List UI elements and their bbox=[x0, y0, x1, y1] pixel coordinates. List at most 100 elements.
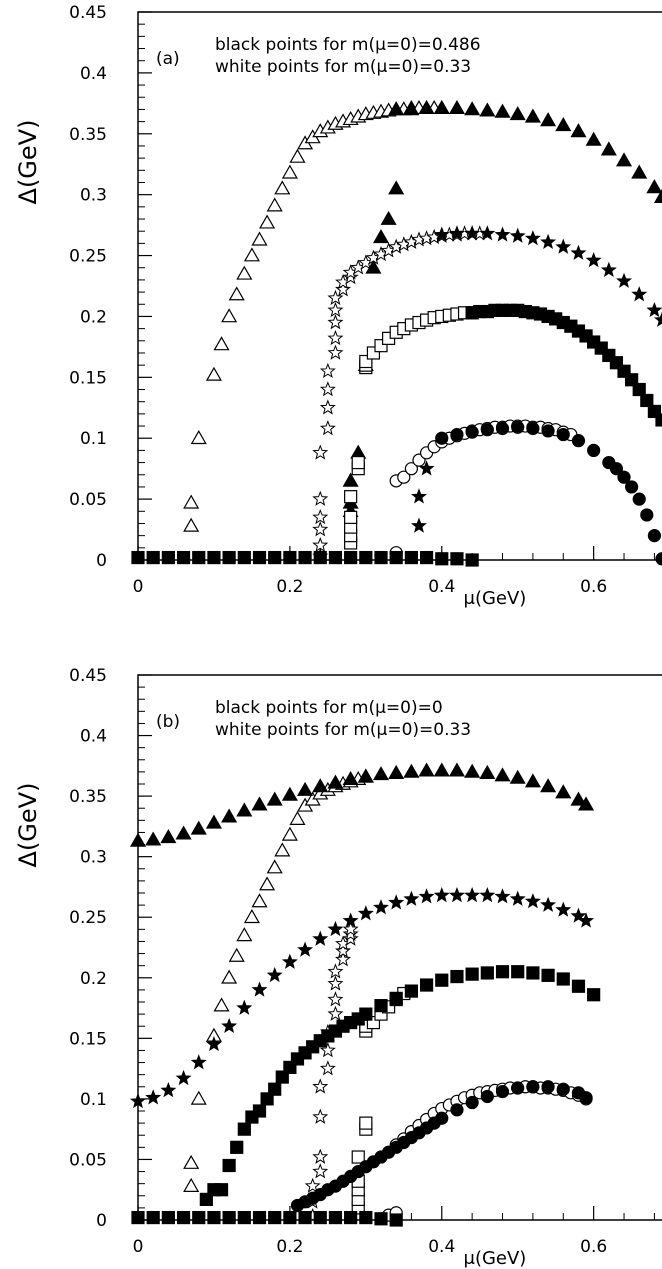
data-point-triangle bbox=[161, 830, 175, 842]
data-point-square bbox=[284, 552, 296, 564]
data-point-triangle bbox=[382, 212, 396, 224]
data-point-triangle bbox=[632, 166, 646, 178]
data-point-circle bbox=[626, 481, 638, 493]
data-point-triangle bbox=[253, 894, 267, 906]
data-point-triangle bbox=[389, 182, 403, 194]
y-tick-label: 0.2 bbox=[80, 307, 107, 327]
data-point-triangle bbox=[222, 971, 236, 983]
data-point-triangle bbox=[237, 267, 251, 279]
data-point-square bbox=[345, 1212, 357, 1224]
data-point-star bbox=[321, 421, 334, 434]
data-point-triangle bbox=[344, 474, 358, 486]
data-point-square bbox=[147, 552, 159, 564]
data-point-square bbox=[208, 552, 220, 564]
data-point-circle bbox=[557, 429, 569, 441]
data-point-triangle bbox=[496, 105, 510, 117]
data-point-star bbox=[633, 288, 646, 301]
data-point-triangle bbox=[275, 182, 289, 194]
data-point-star bbox=[314, 1110, 327, 1123]
data-point-triangle bbox=[465, 102, 479, 114]
data-point-square bbox=[284, 1212, 296, 1224]
data-point-square bbox=[238, 552, 250, 564]
data-point-star bbox=[268, 968, 281, 981]
data-point-star bbox=[283, 955, 296, 968]
data-point-circle bbox=[436, 432, 448, 444]
data-point-circle bbox=[527, 422, 539, 434]
data-point-square bbox=[254, 1105, 266, 1117]
data-point-square bbox=[421, 979, 433, 991]
data-point-triangle bbox=[230, 288, 244, 300]
data-point-star bbox=[496, 890, 509, 903]
data-point-circle bbox=[648, 530, 660, 542]
data-point-triangle bbox=[313, 779, 327, 791]
data-point-star bbox=[147, 1091, 160, 1104]
data-point-square bbox=[132, 552, 144, 564]
data-point-square bbox=[345, 511, 357, 523]
data-point-triangle bbox=[207, 368, 221, 380]
data-point-square bbox=[641, 394, 653, 406]
data-point-square bbox=[390, 1214, 402, 1226]
series-filled-circle bbox=[291, 1081, 592, 1212]
data-point-square bbox=[223, 1212, 235, 1224]
y-tick-label: 0.05 bbox=[69, 1150, 107, 1170]
data-point-triangle bbox=[404, 765, 418, 777]
y-tick-label: 0.35 bbox=[69, 125, 107, 145]
data-point-star bbox=[329, 331, 342, 344]
data-point-square bbox=[375, 1000, 387, 1012]
data-point-triangle bbox=[571, 124, 585, 136]
y-tick-label: 0.3 bbox=[80, 186, 107, 206]
data-point-triangle bbox=[526, 110, 540, 122]
data-point-circle bbox=[451, 429, 463, 441]
data-point-star bbox=[420, 890, 433, 903]
data-point-square bbox=[147, 1212, 159, 1224]
series-open-square bbox=[345, 307, 479, 549]
series-filled-star bbox=[131, 888, 592, 1107]
data-point-triangle bbox=[283, 828, 297, 840]
data-point-star bbox=[222, 1019, 235, 1032]
data-point-triangle bbox=[450, 764, 464, 776]
data-point-square bbox=[527, 967, 539, 979]
data-point-square bbox=[329, 552, 341, 564]
data-point-circle bbox=[481, 424, 493, 436]
data-point-triangle bbox=[275, 844, 289, 856]
y-tick-label: 0.35 bbox=[69, 787, 107, 807]
data-point-circle bbox=[527, 1081, 539, 1093]
data-point-square bbox=[656, 414, 662, 426]
data-point-square bbox=[512, 966, 524, 978]
data-point-star bbox=[314, 1165, 327, 1178]
data-point-circle bbox=[580, 1092, 592, 1104]
data-point-square bbox=[269, 1083, 281, 1095]
data-point-triangle bbox=[602, 143, 616, 155]
data-point-square bbox=[360, 552, 372, 564]
data-point-square bbox=[216, 1184, 228, 1196]
data-point-triangle bbox=[283, 788, 297, 800]
data-point-star bbox=[329, 303, 342, 316]
data-point-star bbox=[541, 898, 554, 911]
data-point-square bbox=[466, 968, 478, 980]
y-tick-label: 0.15 bbox=[69, 368, 107, 388]
data-point-star bbox=[329, 346, 342, 359]
y-tick-label: 0.25 bbox=[69, 247, 107, 267]
data-point-square bbox=[451, 553, 463, 565]
data-point-square bbox=[223, 1160, 235, 1172]
data-point-triangle bbox=[556, 118, 570, 130]
panel-a: 0 0.05 0.1 0.15 0.2 0.25 0.3 0.35 0.4 0.45 0 0.2 0.4… bbox=[14, 3, 662, 609]
data-point-square bbox=[436, 974, 448, 986]
data-point-square bbox=[466, 554, 478, 566]
data-point-square bbox=[557, 973, 569, 985]
series-filled-square bbox=[132, 552, 478, 566]
data-point-circle bbox=[542, 1081, 554, 1093]
data-point-star bbox=[541, 235, 554, 248]
data-point-square bbox=[269, 552, 281, 564]
data-point-star bbox=[450, 888, 463, 901]
y-axis-label: Δ(GeV) bbox=[14, 120, 42, 205]
data-point-circle bbox=[466, 426, 478, 438]
data-point-star bbox=[253, 983, 266, 996]
data-point-star bbox=[557, 240, 570, 253]
series-filled-triangle bbox=[131, 764, 593, 846]
data-point-star bbox=[238, 1001, 251, 1014]
data-point-square bbox=[238, 1212, 250, 1224]
data-point-star bbox=[314, 446, 327, 459]
data-point-square bbox=[178, 1212, 190, 1224]
